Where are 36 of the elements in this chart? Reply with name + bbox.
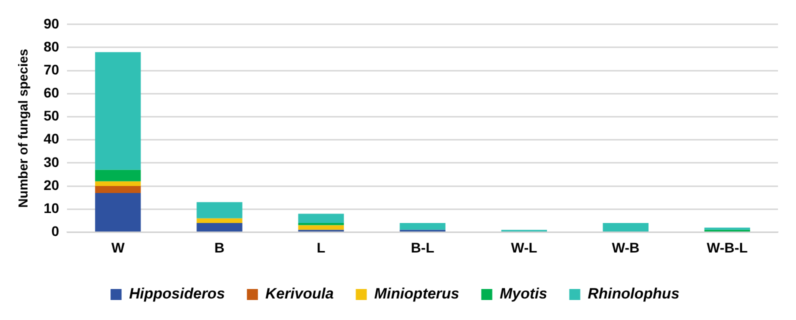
x-tick-label: B-L <box>410 239 435 256</box>
y-tick-label: 40 <box>44 130 60 147</box>
bar <box>298 222 344 226</box>
x-tick-label: W-B <box>612 239 640 256</box>
bar <box>196 202 242 218</box>
x-tick-label: W-L <box>511 239 538 256</box>
bar <box>95 170 141 182</box>
x-tick-label: W-B-L <box>706 239 748 256</box>
bar <box>95 181 141 186</box>
legend-label: Rhinolophus <box>588 286 680 303</box>
legend-label: Kerivoula <box>265 286 334 303</box>
y-tick-label: 30 <box>44 154 60 170</box>
y-tick-label: 10 <box>44 200 60 216</box>
x-tick-label: B <box>214 239 225 256</box>
bar <box>196 218 242 223</box>
y-tick-label: 90 <box>44 15 60 32</box>
bar <box>298 225 344 230</box>
bar <box>95 192 141 232</box>
y-axis-title: Number of fungal species <box>15 48 30 208</box>
x-tick-label: W <box>111 239 126 256</box>
bar <box>400 222 446 230</box>
legend-label: Miniopterus <box>374 286 460 303</box>
bar <box>196 222 242 232</box>
bar <box>95 186 141 193</box>
y-tick-label: 60 <box>44 84 60 101</box>
y-tick-label: 70 <box>44 61 60 78</box>
legend-label: Hipposideros <box>129 286 225 303</box>
y-tick-label: 80 <box>44 38 60 54</box>
legend-label: Myotis <box>500 286 548 303</box>
y-tick-label: 50 <box>44 108 60 124</box>
bar <box>95 52 141 170</box>
y-tick-label: 0 <box>51 223 60 240</box>
y-tick-label: 20 <box>44 176 60 193</box>
bar <box>298 214 344 223</box>
bar <box>602 222 649 232</box>
x-tick-label: L <box>316 239 326 256</box>
